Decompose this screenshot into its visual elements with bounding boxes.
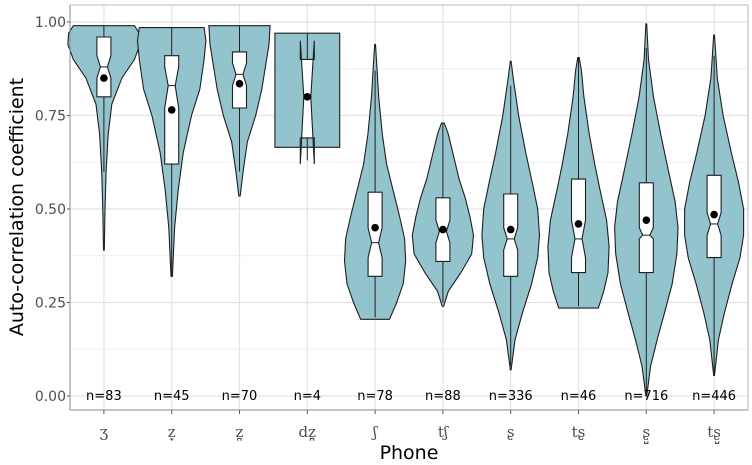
box bbox=[367, 191, 383, 277]
n-labels: n=83 n=45 n=70 n=4 n=78 n=88 n=336 n=46 n=716 n=4… bbox=[86, 389, 736, 404]
n-label: n=83 bbox=[86, 389, 122, 404]
violin-5 bbox=[343, 43, 407, 320]
y-tick-label: 1.00 bbox=[35, 15, 66, 31]
x-tick-label: z̪ bbox=[236, 423, 244, 441]
n-label: n=46 bbox=[561, 389, 597, 404]
violin-7 bbox=[481, 60, 541, 371]
n-label: n=4 bbox=[294, 389, 321, 404]
n-label: n=88 bbox=[425, 389, 461, 404]
mean-point bbox=[167, 106, 176, 114]
x-tick-label: tʂ bbox=[572, 423, 586, 441]
n-label: n=336 bbox=[489, 389, 533, 404]
box bbox=[299, 40, 315, 165]
mean-point bbox=[710, 210, 718, 219]
y-tick-label: 0.00 bbox=[35, 389, 66, 405]
y-tick-labels: 0.00 0.25 0.50 0.75 1.00 bbox=[35, 15, 70, 405]
x-tick-label: ʂ bbox=[507, 423, 515, 441]
box bbox=[503, 193, 519, 277]
violin-1 bbox=[67, 25, 141, 251]
y-tick-label: 0.50 bbox=[35, 202, 66, 218]
violin-8 bbox=[547, 56, 610, 309]
x-tick-label: ʂ̺ bbox=[642, 423, 650, 445]
x-tick-label: tʂ̺ bbox=[707, 423, 721, 445]
x-tick-label: tʃ bbox=[438, 423, 449, 441]
x-tick-label: dz̪ bbox=[299, 423, 317, 441]
y-axis-title: Auto-correlation coefficient bbox=[6, 78, 28, 336]
mean-point bbox=[303, 93, 312, 101]
mean-point bbox=[100, 74, 108, 82]
mean-point bbox=[235, 79, 244, 88]
x-tick-label: ʒ bbox=[100, 423, 109, 441]
mean-point bbox=[506, 225, 515, 234]
axis-lines bbox=[69, 4, 749, 411]
mean-point bbox=[439, 225, 447, 234]
violin-9 bbox=[614, 23, 679, 397]
n-label: n=78 bbox=[357, 389, 393, 404]
n-label: n=716 bbox=[624, 389, 668, 404]
n-label: n=70 bbox=[222, 389, 258, 404]
violin-6 bbox=[411, 122, 475, 307]
x-tick-label: z̞ bbox=[168, 423, 176, 442]
violins bbox=[67, 23, 745, 397]
box bbox=[638, 182, 654, 274]
mean-point bbox=[371, 223, 379, 232]
n-label: n=446 bbox=[692, 389, 736, 404]
x-tick-labels: ʒ z̞ z̪ dz̪ ʃ tʃ ʂ tʂ ʂ̺ tʂ̺ bbox=[100, 410, 721, 445]
y-tick-label: 0.25 bbox=[35, 296, 66, 312]
n-label: n=45 bbox=[154, 389, 190, 404]
mean-point bbox=[642, 216, 651, 225]
x-axis-title: Phone bbox=[380, 442, 439, 464]
violin-3 bbox=[208, 25, 271, 197]
violin-10 bbox=[684, 34, 745, 376]
mean-point bbox=[574, 220, 583, 228]
violin-4 bbox=[274, 32, 341, 165]
violin-2 bbox=[136, 27, 207, 277]
y-tick-label: 0.75 bbox=[35, 109, 66, 125]
x-tick-label: ʃ bbox=[371, 423, 378, 441]
